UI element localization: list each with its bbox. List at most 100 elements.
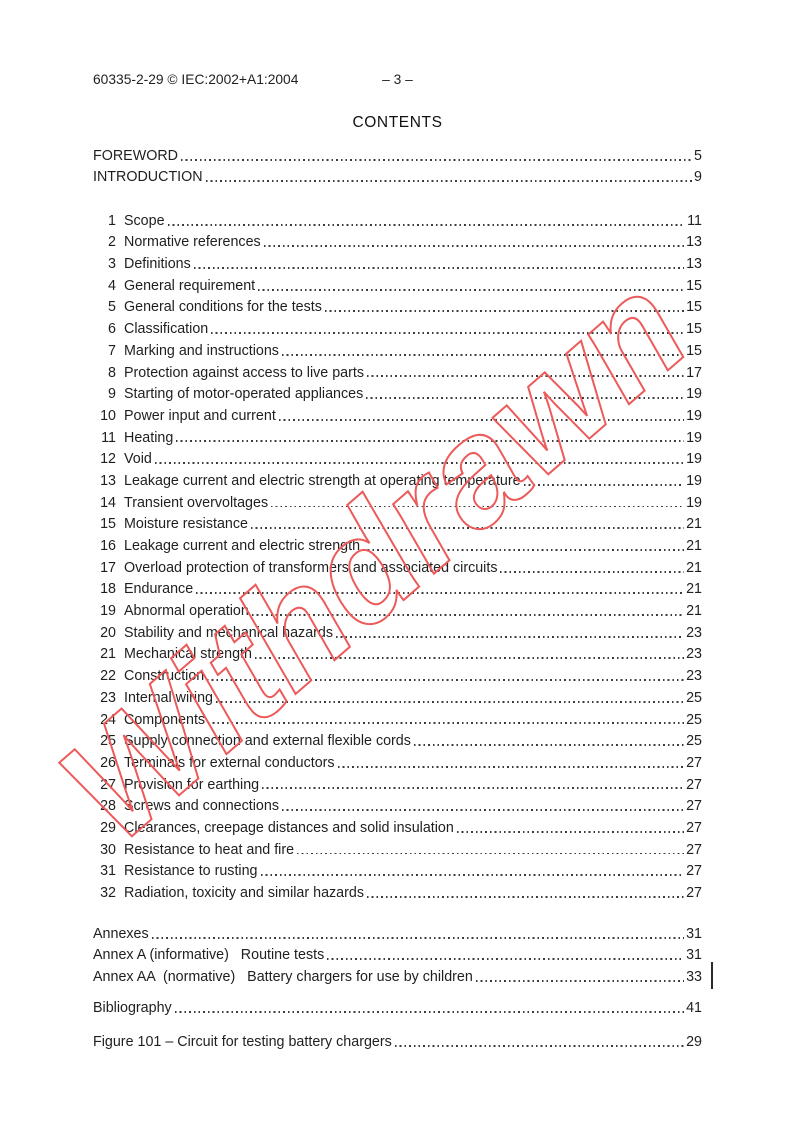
- clause-title: Leakage current and electric strength: [124, 538, 361, 554]
- clause-number: 26: [100, 754, 116, 771]
- clause-page-number: 13: [686, 234, 702, 251]
- revision-change-bar: [711, 962, 713, 990]
- clause-number: 12: [100, 451, 116, 468]
- page-content: 60335-2-29 © IEC:2002+A1:2004 – 3 – CONT…: [93, 0, 713, 1122]
- entry-label: FOREWORD: [93, 147, 178, 164]
- clause-page-number: 21: [686, 538, 702, 554]
- clause-title: Marking and instructions: [124, 342, 279, 359]
- clause-title: Scope: [124, 212, 165, 229]
- leader-dots: [205, 180, 693, 183]
- leader-dots: [523, 483, 685, 486]
- entry-label: Annex A (informative) Routine tests: [93, 947, 325, 964]
- toc-entry-annex-a: Annex A (informative) Routine tests 31: [93, 942, 702, 964]
- clause-number: 10: [100, 407, 116, 424]
- bibliography-list: Bibliography 41: [93, 994, 702, 1016]
- clause-title: Overload protection of transformers and …: [124, 559, 498, 576]
- toc-clause-entry: 17 Overload protection of transformers a…: [93, 554, 702, 576]
- clause-title: Abnormal operation: [124, 603, 249, 620]
- toc-clause-entry: 30 Resistance to heat and fire 27: [93, 836, 702, 858]
- toc-clause-entry: 9 Starting of motor-operated appliances …: [93, 381, 702, 403]
- toc-entry-foreword: FOREWORD 5: [93, 142, 702, 164]
- clause-title: Components: [124, 711, 206, 728]
- toc-clause-entry: 14 Transient overvoltages 19: [93, 489, 702, 511]
- leader-dots: [278, 418, 685, 421]
- leader-dots: [258, 288, 685, 291]
- clause-page-number: 11: [687, 212, 702, 229]
- clause-number: 15: [100, 516, 116, 533]
- toc-clause-entry: 23 Internal wiring 25: [93, 684, 702, 706]
- clause-number: 13: [100, 472, 116, 489]
- leader-dots: [151, 936, 685, 939]
- clause-page-number: 23: [686, 668, 702, 685]
- clause-page-number: 21: [686, 603, 702, 620]
- clause-number: 17: [100, 559, 116, 576]
- leader-dots: [260, 874, 685, 877]
- leader-dots: [211, 332, 685, 334]
- clause-title: Supply connection and external flexible …: [124, 733, 411, 750]
- clause-title: Construction: [124, 668, 205, 685]
- contents-title: CONTENTS: [352, 114, 443, 131]
- clause-page-number: 21: [686, 516, 702, 533]
- clause-page-number: 13: [686, 256, 702, 273]
- clause-title: General conditions for the tests: [124, 299, 322, 316]
- clause-page-number: 27: [686, 863, 702, 880]
- page-header: 60335-2-29 © IEC:2002+A1:2004 – 3 –: [93, 72, 702, 90]
- clause-number: 19: [100, 603, 116, 620]
- front-matter-list: FOREWORD 5 INTRODUCTION 9: [93, 142, 702, 186]
- leader-dots: [176, 440, 685, 443]
- clause-title: Protection against access to live parts: [124, 364, 364, 381]
- entry-label: Bibliography: [93, 999, 172, 1016]
- clause-title: Resistance to heat and fire: [124, 841, 295, 858]
- leader-dots: [167, 223, 686, 226]
- toc-clause-entry: 28 Screws and connections 27: [93, 793, 702, 815]
- leader-dots: [327, 958, 685, 961]
- leader-dots: [154, 462, 685, 465]
- clause-page-number: 25: [686, 711, 702, 728]
- leader-dots: [394, 1044, 685, 1047]
- leader-dots: [366, 895, 685, 898]
- leader-dots: [271, 505, 685, 508]
- clause-page-number: 25: [686, 689, 702, 706]
- leader-dots: [207, 679, 685, 681]
- clause-number: 16: [100, 538, 116, 554]
- clause-page-number: 19: [686, 451, 702, 468]
- clause-page-number: 27: [686, 885, 702, 901]
- clause-number: 8: [108, 364, 116, 381]
- clause-title: Endurance: [124, 581, 194, 598]
- page-number-marker: – 3 –: [382, 72, 413, 87]
- clause-title: Power input and current: [124, 407, 276, 424]
- toc-clause-entry: 27 Provision for earthing 27: [93, 771, 702, 793]
- clause-page-number: 21: [686, 559, 702, 576]
- leader-dots: [262, 787, 685, 790]
- clause-number: 24: [100, 711, 116, 728]
- entry-label: Annex AA (normative) Battery chargers fo…: [93, 969, 473, 986]
- toc-clause-entry: 5 General conditions for the tests 15: [93, 294, 702, 316]
- clause-number: 32: [100, 885, 116, 901]
- entry-page-number: 5: [694, 147, 702, 164]
- clause-page-number: 19: [686, 472, 702, 489]
- figure-list: Figure 101 – Circuit for testing battery…: [93, 1028, 702, 1050]
- toc-entry-figure-101: Figure 101 – Circuit for testing battery…: [93, 1028, 702, 1050]
- clause-number: 5: [108, 299, 116, 316]
- clause-title: Definitions: [124, 256, 191, 273]
- clause-number: 31: [100, 863, 116, 880]
- leader-dots: [250, 527, 685, 530]
- leader-dots: [336, 635, 685, 638]
- clause-page-number: 27: [686, 754, 702, 771]
- toc-clause-entry: 20 Stability and mechanical hazards 23: [93, 619, 702, 641]
- leader-dots: [193, 266, 685, 269]
- clause-number: 23: [100, 689, 116, 706]
- leader-dots: [174, 1010, 685, 1013]
- clause-number: 7: [108, 342, 116, 359]
- clause-number: 18: [100, 581, 116, 598]
- clause-page-number: 19: [686, 386, 702, 403]
- clause-title: Radiation, toxicity and similar hazards: [124, 885, 364, 901]
- toc-clause-entry: 29 Clearances, creepage distances and so…: [93, 814, 702, 836]
- leader-dots: [297, 852, 685, 855]
- leader-dots: [363, 548, 685, 551]
- toc-clause-entry: 2 Normative references 13: [93, 229, 702, 251]
- leader-dots: [366, 397, 685, 399]
- clause-page-number: 27: [686, 798, 702, 815]
- annex-list: Annexes 31 Annex A (informative) Routine…: [93, 920, 713, 990]
